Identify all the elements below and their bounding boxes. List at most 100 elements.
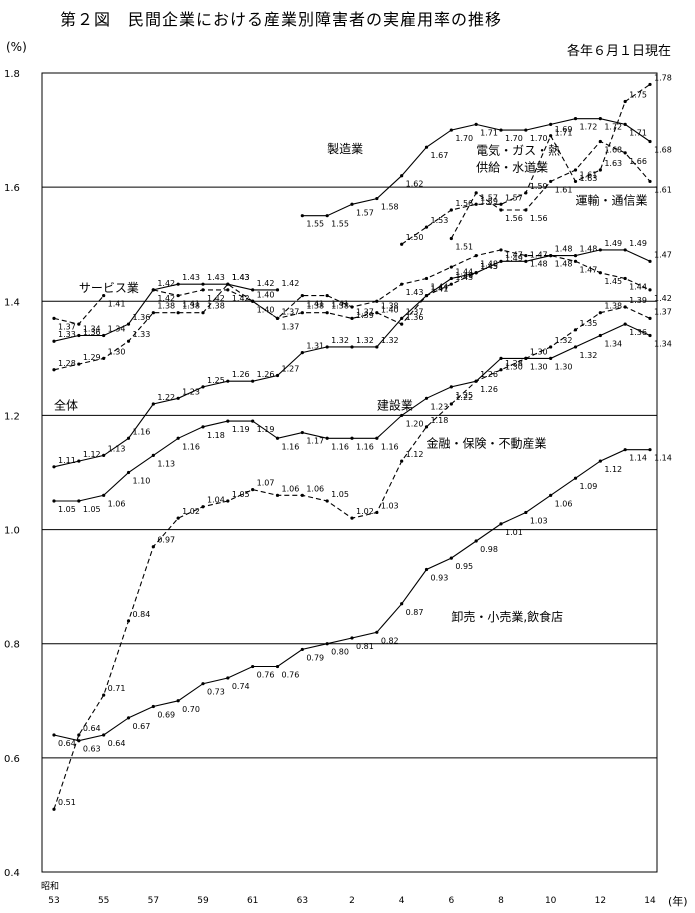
data-label: 0.67 bbox=[133, 722, 151, 731]
data-label: 1.48 bbox=[530, 260, 548, 269]
data-point bbox=[350, 636, 354, 640]
data-point bbox=[573, 117, 578, 121]
data-label: 1.32 bbox=[331, 336, 349, 345]
data-point bbox=[325, 311, 329, 315]
data-label: 0.97 bbox=[157, 536, 175, 545]
x-tick-label: 6 bbox=[448, 896, 454, 906]
series-label: 全体 bbox=[54, 398, 78, 413]
x-tick-label: 53 bbox=[48, 896, 59, 906]
data-point bbox=[151, 311, 155, 315]
data-label: 1.44 bbox=[455, 267, 473, 276]
data-label: 1.16 bbox=[381, 442, 399, 451]
data-point bbox=[400, 459, 404, 463]
data-point bbox=[623, 248, 627, 252]
data-point bbox=[201, 282, 205, 286]
data-label: 0.74 bbox=[232, 682, 250, 691]
data-label: 1.61 bbox=[555, 185, 573, 194]
chart-subtitle: 各年６月１日現在 bbox=[566, 44, 671, 59]
data-label: 1.36 bbox=[406, 313, 424, 322]
data-point bbox=[77, 362, 81, 366]
data-point bbox=[549, 345, 553, 349]
data-label: 1.71 bbox=[629, 128, 647, 137]
y-tick-label: 1.4 bbox=[4, 297, 20, 308]
data-point bbox=[623, 151, 627, 155]
data-point bbox=[623, 322, 627, 326]
data-point bbox=[350, 516, 354, 520]
data-label: 1.56 bbox=[530, 214, 548, 223]
data-point bbox=[449, 276, 453, 281]
data-label: 1.38 bbox=[381, 302, 399, 311]
data-label: 1.50 bbox=[406, 233, 424, 242]
data-label: 1.05 bbox=[331, 490, 349, 499]
data-label: 0.71 bbox=[108, 684, 126, 693]
data-label: 1.48 bbox=[555, 260, 573, 269]
data-point bbox=[573, 179, 578, 184]
data-label: 1.47 bbox=[654, 250, 672, 259]
data-label: 1.57 bbox=[356, 208, 374, 217]
series-label: 金融・保険・不動産業 bbox=[427, 435, 547, 450]
data-label: 1.39 bbox=[356, 311, 374, 320]
data-label: 1.71 bbox=[480, 128, 498, 137]
data-point bbox=[176, 311, 180, 315]
data-point bbox=[623, 276, 627, 281]
data-point bbox=[449, 385, 453, 389]
data-point bbox=[499, 368, 503, 372]
data-point bbox=[648, 288, 652, 292]
data-point bbox=[598, 139, 602, 144]
data-label: 1.68 bbox=[654, 145, 672, 154]
data-point bbox=[524, 510, 528, 515]
data-point bbox=[226, 419, 230, 423]
data-label: 1.48 bbox=[580, 245, 598, 254]
data-point bbox=[325, 345, 329, 349]
y-tick-label: 0.8 bbox=[4, 640, 20, 651]
x-tick-label: 14 bbox=[644, 896, 656, 906]
data-point bbox=[449, 556, 453, 560]
data-point bbox=[449, 402, 453, 406]
data-point bbox=[275, 664, 280, 669]
series-label: サービス業 bbox=[79, 281, 139, 295]
data-point bbox=[648, 316, 652, 321]
data-label: 1.40 bbox=[257, 305, 275, 314]
data-label: 1.63 bbox=[604, 159, 622, 168]
data-point bbox=[350, 436, 354, 440]
data-label: 1.12 bbox=[406, 450, 424, 459]
data-label: 1.23 bbox=[431, 402, 449, 411]
x-tick-label: 59 bbox=[197, 896, 209, 906]
data-point bbox=[524, 259, 528, 263]
data-point bbox=[350, 345, 354, 349]
x-tick-label: 4 bbox=[399, 896, 405, 906]
data-label: 1.02 bbox=[182, 507, 200, 516]
data-point bbox=[400, 174, 404, 178]
data-label: 0.76 bbox=[282, 671, 300, 680]
data-point bbox=[151, 288, 155, 292]
data-point bbox=[474, 122, 478, 126]
data-label: 1.57 bbox=[505, 193, 523, 202]
data-label: 1.36 bbox=[629, 328, 647, 337]
data-point bbox=[598, 459, 602, 463]
data-label: 1.44 bbox=[629, 282, 647, 291]
data-point bbox=[176, 396, 180, 400]
data-point bbox=[52, 368, 56, 372]
data-label: 1.42 bbox=[157, 279, 175, 288]
data-point bbox=[126, 436, 131, 440]
series-label: 運輸・通信業 bbox=[576, 192, 648, 207]
data-point bbox=[325, 214, 329, 218]
data-label: 1.32 bbox=[555, 336, 573, 345]
data-point bbox=[151, 453, 155, 457]
data-label: 1.36 bbox=[133, 313, 151, 322]
data-point bbox=[524, 208, 528, 212]
data-label: 1.43 bbox=[207, 273, 225, 282]
series-line bbox=[54, 323, 651, 502]
data-point bbox=[300, 430, 304, 435]
data-point bbox=[499, 259, 503, 263]
data-point bbox=[623, 122, 627, 126]
data-point bbox=[474, 254, 478, 258]
series-line bbox=[53, 272, 477, 371]
data-point bbox=[176, 699, 180, 703]
data-label: 1.55 bbox=[331, 220, 349, 229]
data-label: 1.06 bbox=[282, 484, 300, 493]
data-point bbox=[201, 425, 205, 429]
data-label: 0.64 bbox=[108, 739, 126, 748]
data-point bbox=[648, 448, 652, 452]
data-label: 1.43 bbox=[232, 273, 250, 282]
